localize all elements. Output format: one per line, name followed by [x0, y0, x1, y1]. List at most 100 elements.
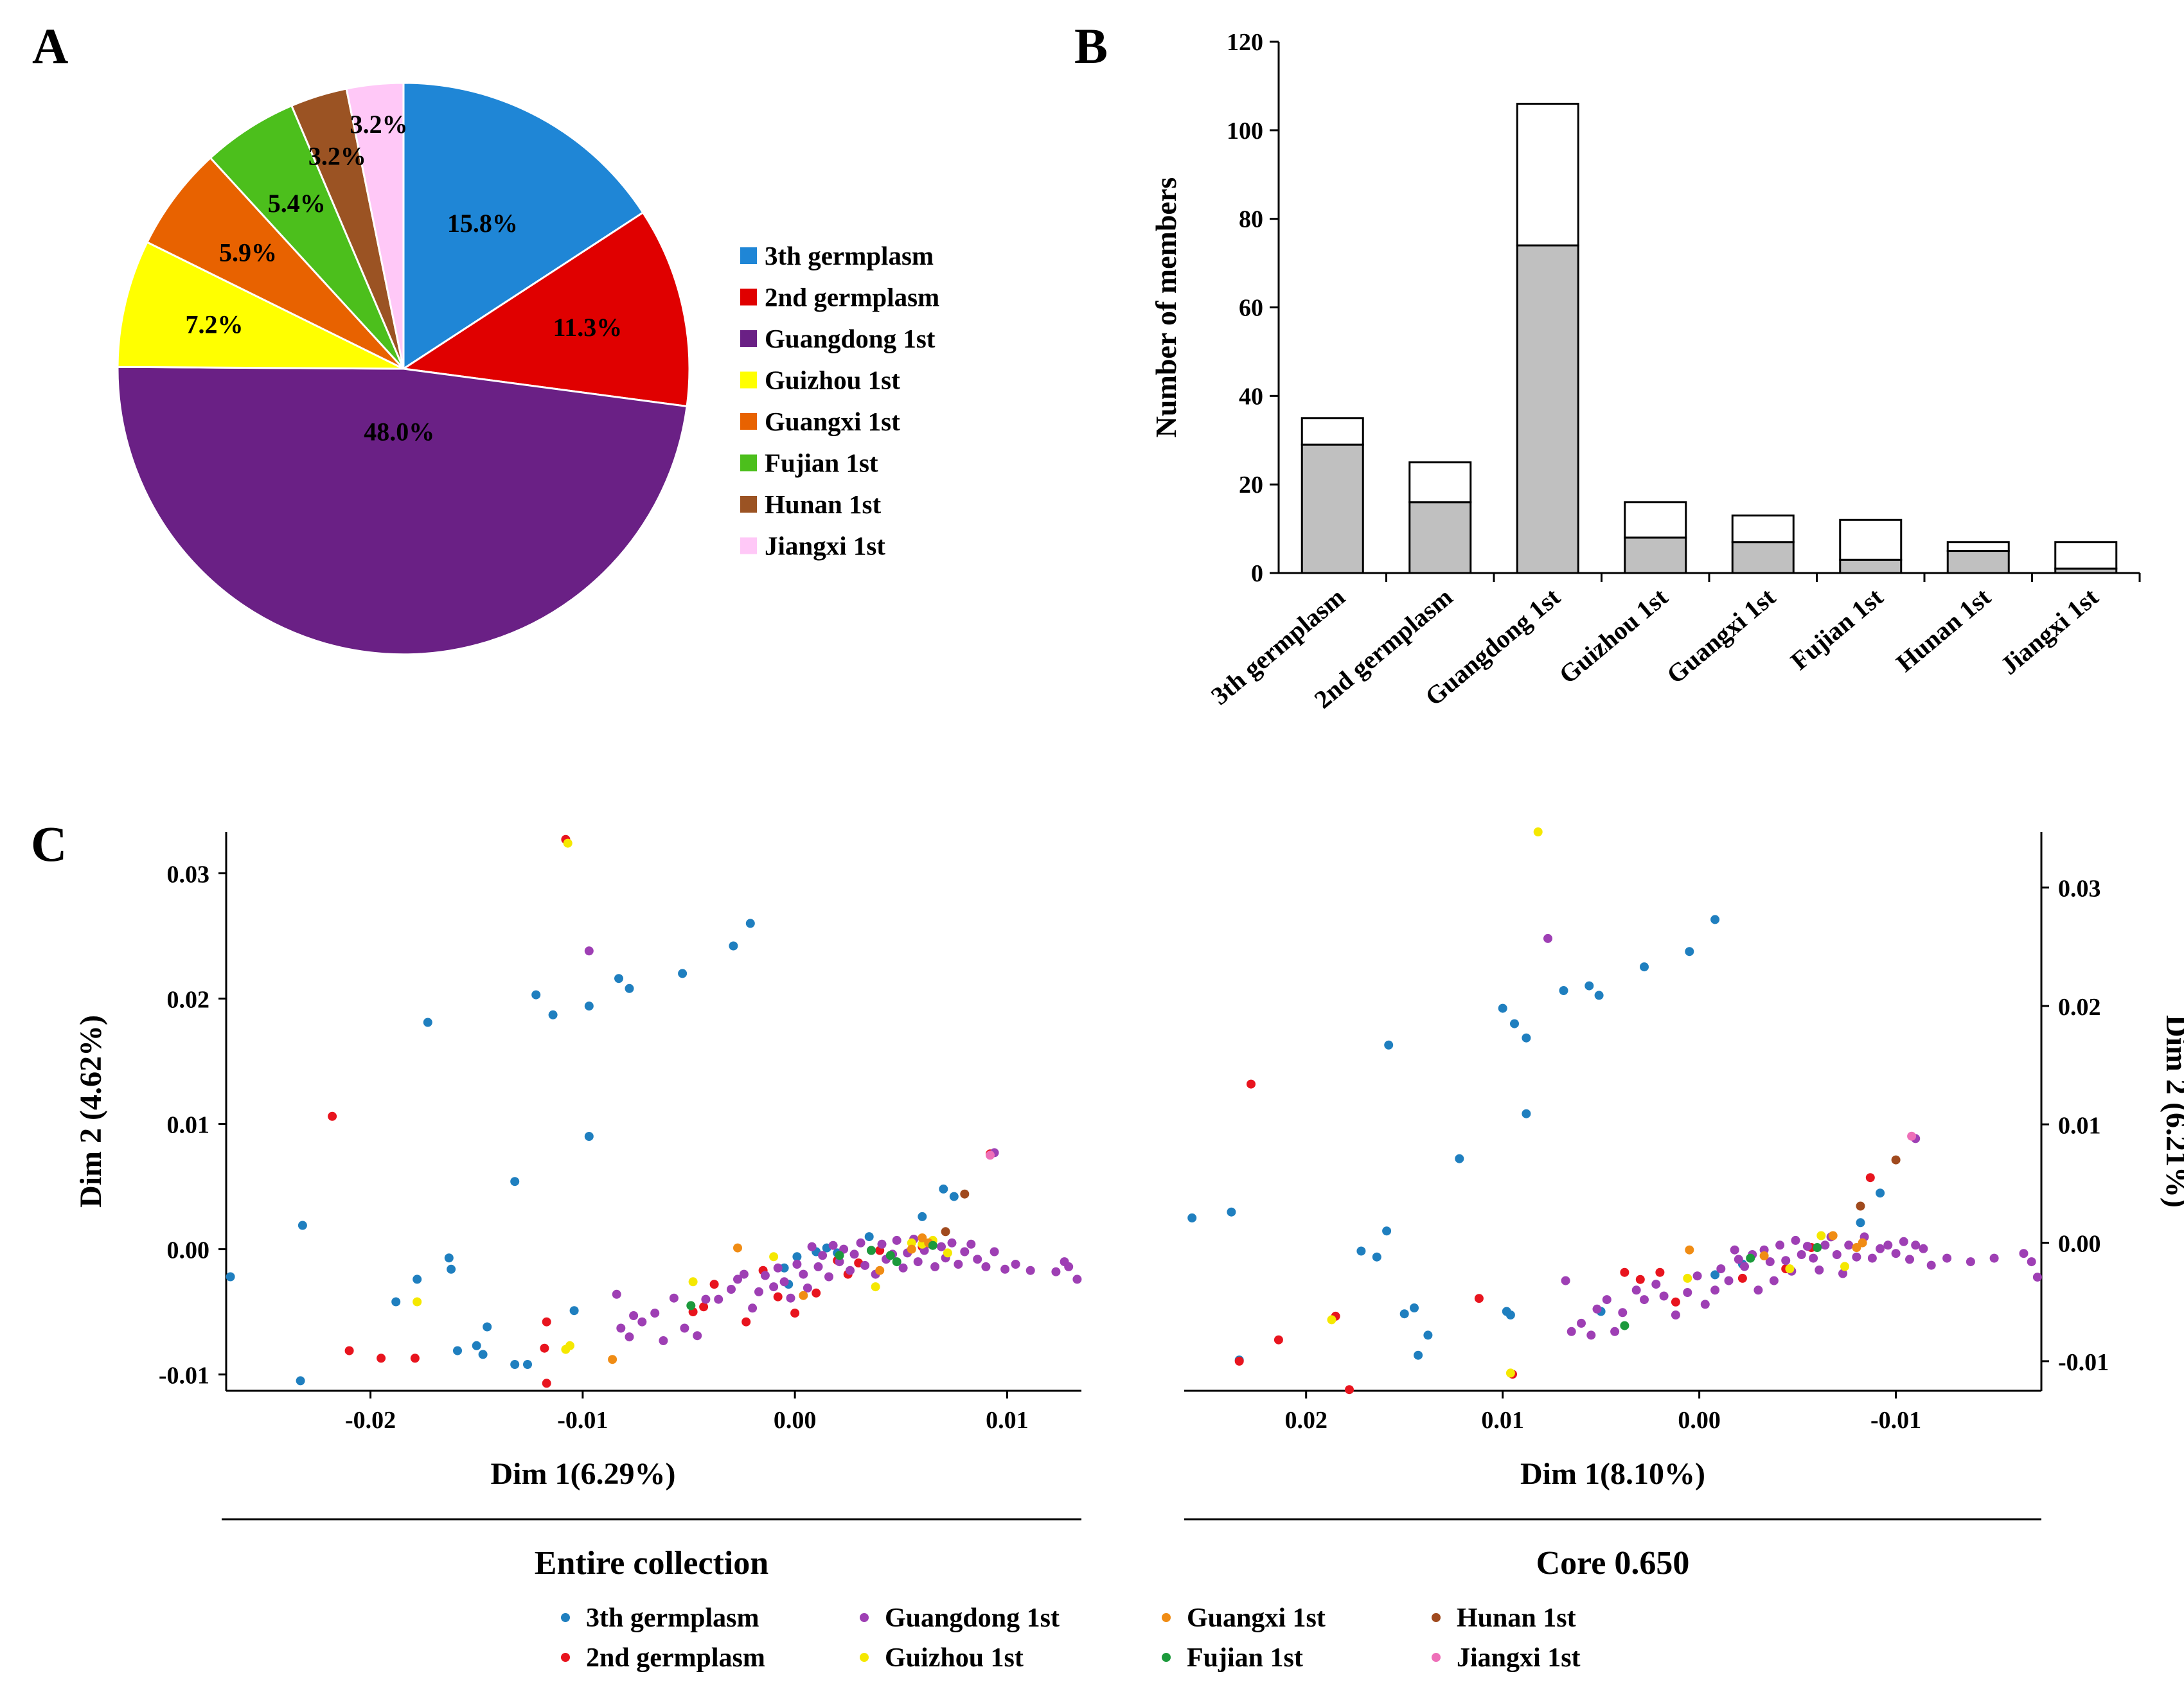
- point-guizhou-1st: [943, 1248, 952, 1258]
- point-guizhou-1st: [1327, 1315, 1336, 1325]
- point-guizhou-1st: [1505, 1368, 1515, 1378]
- point-3th-germplasm: [779, 1263, 789, 1273]
- pie-slice-guangdong-1st: [116, 366, 688, 656]
- scatter-legend-swatch-guangdong-1st: [860, 1613, 869, 1622]
- legend-label-jiangxi-1st: Jiangxi 1st: [765, 531, 885, 561]
- scatter-xtick-label: -0.01: [557, 1407, 608, 1434]
- point-3th-germplasm: [297, 1221, 307, 1230]
- scatter-ytick-label: 0.02: [167, 986, 210, 1013]
- point-guangdong-1st: [813, 1262, 823, 1271]
- point-3th-germplasm: [523, 1360, 532, 1369]
- point-3th-germplasm: [444, 1253, 454, 1263]
- point-guangdong-1st: [828, 1240, 838, 1250]
- point-3th-germplasm: [453, 1346, 462, 1355]
- bar-guangxi-1st-segment-0: [1731, 541, 1795, 574]
- point-guangxi-1st: [608, 1355, 617, 1364]
- point-3th-germplasm: [1382, 1226, 1392, 1236]
- pie-slice-guangxi-1st: [145, 156, 405, 370]
- pie-legend: 3th germplasm 2nd germplasm Guangdong 1st G…: [740, 241, 939, 561]
- legend-swatch-jiangxi-1st: [740, 537, 757, 554]
- point-2nd-germplasm: [1655, 1267, 1665, 1277]
- point-2nd-germplasm: [542, 1379, 551, 1388]
- point-hunan-1st: [1856, 1201, 1865, 1211]
- point-guangdong-1st: [1844, 1240, 1854, 1250]
- legend-swatch-hunan-1st: [740, 496, 757, 513]
- point-3th-germplasm: [792, 1252, 802, 1262]
- point-3th-germplasm: [296, 1376, 305, 1386]
- point-3th-germplasm: [678, 969, 688, 978]
- pie-slice-3th-germplasm: [402, 82, 644, 371]
- point-guangdong-1st: [739, 1269, 749, 1279]
- point-guangdong-1st: [1852, 1252, 1861, 1262]
- point-guangxi-1st: [918, 1233, 927, 1242]
- point-3th-germplasm: [864, 1232, 874, 1242]
- scatter-legend-swatch-2nd-germplasm: [561, 1653, 570, 1662]
- point-3th-germplasm: [510, 1177, 520, 1187]
- point-guangdong-1st: [779, 1277, 789, 1287]
- point-3th-germplasm: [1640, 962, 1649, 972]
- point-guangdong-1st: [748, 1303, 758, 1313]
- point-guangdong-1st: [733, 1275, 742, 1284]
- point-hunan-1st: [1891, 1155, 1901, 1165]
- pie-label-fujian-1st: 5.4%: [268, 189, 326, 218]
- point-jiangxi-1st: [986, 1151, 995, 1160]
- point-guangdong-1st: [1989, 1253, 1999, 1263]
- point-3th-germplasm: [1585, 981, 1594, 991]
- legend-label-hunan-1st: Hunan 1st: [765, 490, 882, 519]
- scatter-legend-swatch-hunan-1st: [1432, 1613, 1441, 1622]
- bar-ytick-label: 100: [1227, 118, 1263, 145]
- point-guangdong-1st: [1561, 1276, 1570, 1285]
- bar-hunan-1st-segment-1: [1946, 541, 2010, 552]
- scatter-core: 0.03 0.02 0.01 0.00 -0.01 0.02 0.01 0.00 -0.01 Di…: [1184, 827, 2184, 1582]
- point-2nd-germplasm: [1620, 1267, 1629, 1277]
- point-guangdong-1st: [1942, 1253, 1952, 1263]
- point-guangxi-1st: [875, 1266, 885, 1275]
- point-guizhou-1st: [563, 838, 573, 848]
- point-guangdong-1st: [1671, 1310, 1680, 1319]
- point-2nd-germplasm: [741, 1317, 751, 1327]
- point-3th-germplasm: [447, 1264, 456, 1274]
- point-guangdong-1st: [754, 1287, 763, 1296]
- point-guangdong-1st: [1602, 1295, 1611, 1305]
- point-3th-germplasm: [569, 1306, 579, 1316]
- point-2nd-germplasm: [1247, 1079, 1256, 1089]
- point-guangdong-1st: [1775, 1240, 1785, 1250]
- scatter-ytick-label: 0.00: [167, 1237, 210, 1264]
- point-3th-germplasm: [413, 1275, 422, 1284]
- point-guangdong-1st: [1876, 1244, 1885, 1253]
- point-guangdong-1st: [625, 1332, 634, 1342]
- point-guangdong-1st: [960, 1247, 970, 1257]
- point-guangdong-1st: [824, 1272, 833, 1282]
- point-hunan-1st: [941, 1227, 950, 1237]
- bar-jiangxi-1st-segment-1: [2054, 541, 2118, 570]
- bar-ytick-label: 60: [1239, 295, 1263, 322]
- legend-swatch-3th-germplasm: [740, 247, 757, 264]
- point-guizhou-1st: [688, 1277, 698, 1287]
- point-2nd-germplasm: [410, 1354, 420, 1363]
- pie-slice-fujian-1st: [209, 104, 405, 370]
- scatter-legend-swatch-jiangxi-1st: [1432, 1653, 1441, 1662]
- panel-letter-b: B: [1074, 18, 1108, 74]
- point-fujian-1st: [1620, 1321, 1629, 1330]
- scatter-legend-swatch-guangxi-1st: [1162, 1613, 1171, 1622]
- point-guangdong-1st: [1905, 1255, 1914, 1264]
- point-guizhou-1st: [1533, 827, 1543, 836]
- point-3th-germplasm: [918, 1212, 927, 1221]
- point-3th-germplasm: [1498, 1003, 1507, 1013]
- bar-category-label-jiangxi-1st: Jiangxi 1st: [1995, 582, 2104, 680]
- point-guangdong-1st: [930, 1262, 940, 1271]
- point-3th-germplasm: [1227, 1207, 1236, 1217]
- point-fujian-1st: [928, 1240, 937, 1250]
- point-guangxi-1st: [1858, 1238, 1867, 1248]
- point-guizhou-1st: [1816, 1231, 1826, 1240]
- point-3th-germplasm: [1423, 1330, 1433, 1340]
- scatter-legend-label-hunan-1st: Hunan 1st: [1457, 1603, 1576, 1633]
- point-guangdong-1st: [1692, 1271, 1702, 1281]
- point-2nd-germplasm: [1737, 1273, 1747, 1283]
- point-guangdong-1st: [1051, 1267, 1061, 1276]
- point-guangdong-1st: [898, 1263, 908, 1273]
- point-guizhou-1st: [561, 1345, 571, 1354]
- point-guangdong-1st: [1832, 1250, 1842, 1259]
